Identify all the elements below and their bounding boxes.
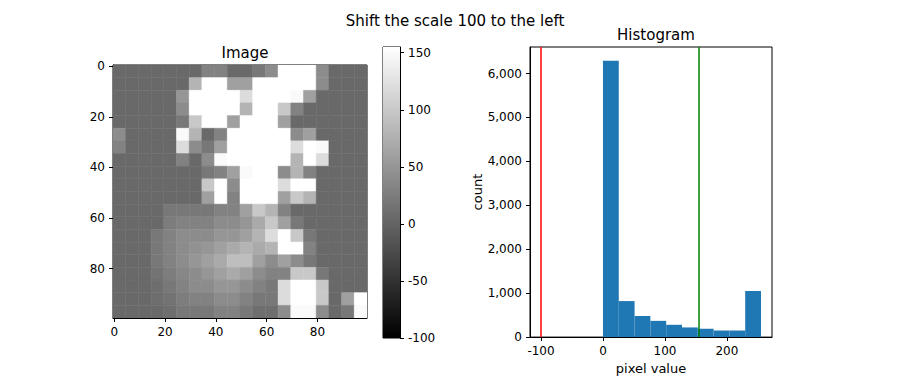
svg-text:60: 60 [90,211,105,225]
svg-text:0: 0 [514,330,522,344]
svg-text:80: 80 [310,325,325,339]
svg-text:50: 50 [408,160,423,174]
svg-text:0: 0 [110,325,118,339]
svg-text:pixel value: pixel value [616,361,686,376]
svg-text:200: 200 [715,344,738,358]
svg-text:Histogram: Histogram [617,26,695,44]
svg-text:40: 40 [90,160,105,174]
svg-text:5,000: 5,000 [488,110,522,124]
svg-text:Shift the scale 100 to the lef: Shift the scale 100 to the left [346,12,565,30]
svg-text:80: 80 [90,262,105,276]
svg-text:6,000: 6,000 [488,67,522,81]
svg-text:Image: Image [222,44,269,62]
svg-text:20: 20 [157,325,172,339]
svg-text:40: 40 [208,325,223,339]
svg-text:1,000: 1,000 [488,286,522,300]
svg-text:0: 0 [408,217,416,231]
svg-text:150: 150 [408,46,431,60]
svg-text:-100: -100 [408,331,435,345]
svg-text:3,000: 3,000 [488,198,522,212]
svg-text:60: 60 [259,325,274,339]
svg-text:-50: -50 [408,274,428,288]
svg-text:100: 100 [653,344,676,358]
svg-text:2,000: 2,000 [488,242,522,256]
svg-text:-100: -100 [527,344,554,358]
svg-text:count: count [470,174,485,211]
svg-text:4,000: 4,000 [488,154,522,168]
svg-text:0: 0 [97,59,105,73]
svg-text:100: 100 [408,103,431,117]
svg-text:20: 20 [90,110,105,124]
svg-text:0: 0 [599,344,607,358]
